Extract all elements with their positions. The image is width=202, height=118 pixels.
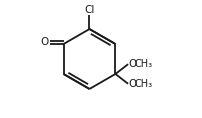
Text: CH₃: CH₃	[134, 79, 152, 89]
Text: CH₃: CH₃	[134, 59, 152, 69]
Text: O: O	[40, 37, 48, 47]
Text: O: O	[129, 79, 137, 89]
Text: Cl: Cl	[84, 5, 95, 15]
Text: O: O	[129, 59, 137, 69]
